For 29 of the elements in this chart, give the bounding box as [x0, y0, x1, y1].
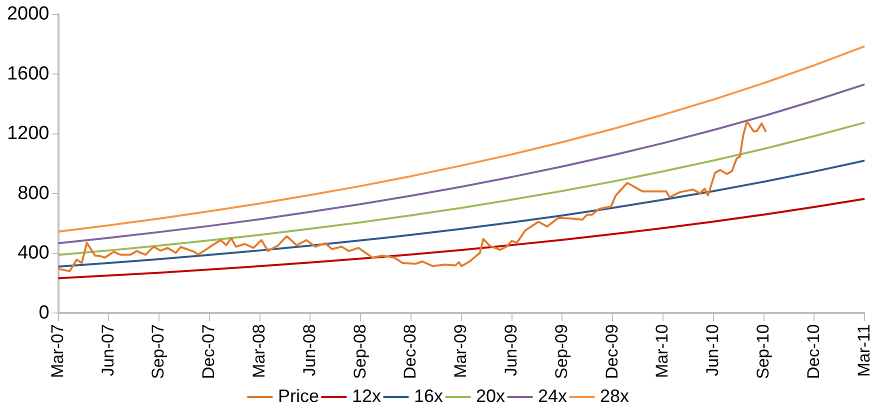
x-tick-label: Jun-08	[300, 324, 319, 376]
x-tick-label: Mar-08	[250, 324, 269, 378]
x-tick-label: Sep-08	[350, 324, 370, 380]
x-tick-label: Dec-09	[602, 324, 622, 379]
x-tick-label: Sep-09	[552, 324, 571, 380]
x-tick-label: Dec-08	[400, 324, 420, 379]
legend-label: 20x	[476, 386, 506, 406]
x-tick-label: Sep-10	[753, 324, 772, 380]
legend-label: 24x	[538, 386, 568, 406]
x-tick-label: Jun-07	[98, 324, 118, 376]
x-tick-label: Jun-10	[703, 324, 722, 376]
y-tick-label: 1200	[6, 123, 50, 144]
x-tick-label: Sep-07	[148, 324, 168, 380]
legend-label: 16x	[414, 386, 444, 406]
y-tick-label: 2000	[6, 4, 50, 25]
legend-label: 12x	[352, 386, 381, 406]
x-tick-label: Dec-10	[804, 324, 823, 379]
legend-label: 28x	[600, 386, 630, 406]
x-tick-label: Mar-09	[451, 324, 470, 378]
y-tick-label: 400	[18, 242, 50, 264]
y-tick-label: 0	[38, 302, 50, 324]
x-tick-label: Mar-11	[854, 324, 874, 377]
legend-label: Price	[278, 386, 319, 406]
x-tick-label: Mar-07	[48, 324, 67, 378]
x-tick-label: Jun-09	[502, 324, 521, 376]
x-tick-label: Mar-10	[652, 324, 672, 378]
y-tick-label: 1600	[6, 63, 50, 84]
x-tick-label: Dec-07	[199, 324, 218, 379]
y-tick-label: 800	[18, 182, 50, 204]
